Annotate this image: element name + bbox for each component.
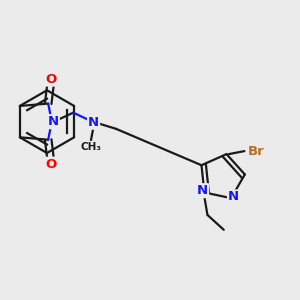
Text: N: N [88,116,99,129]
Text: N: N [48,115,59,128]
Text: O: O [46,73,57,85]
Text: N: N [197,184,208,197]
Text: O: O [46,158,57,171]
Text: Br: Br [248,145,265,158]
Text: N: N [228,190,239,203]
Text: CH₃: CH₃ [80,142,101,152]
